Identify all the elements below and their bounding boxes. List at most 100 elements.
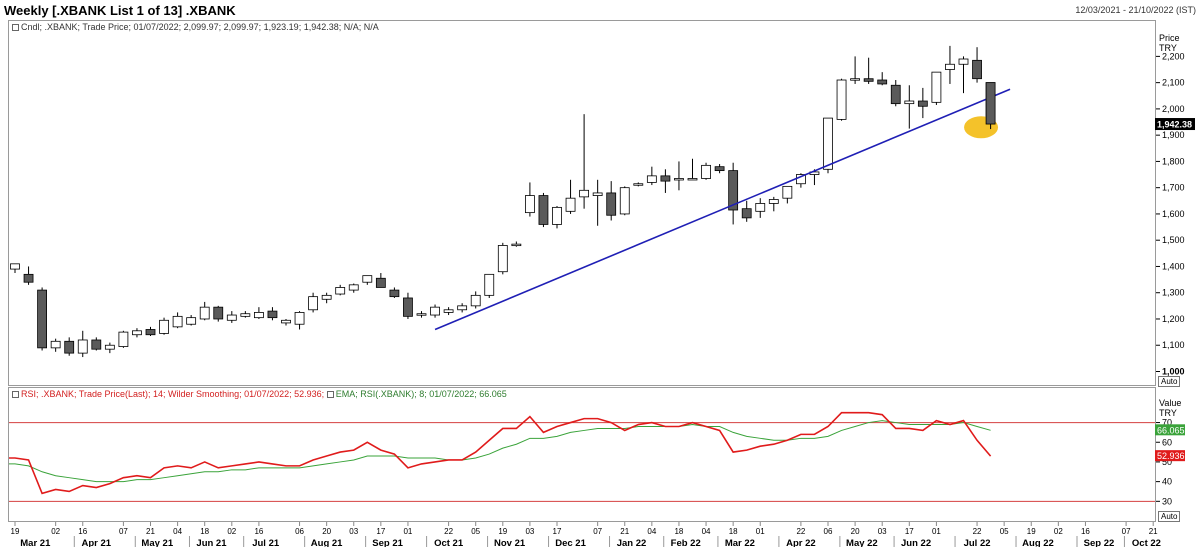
- x-week-label: 19: [1027, 527, 1036, 536]
- x-month-label: Aug 21: [311, 538, 343, 547]
- candle-body: [240, 313, 251, 317]
- x-month-label: Oct 22: [1132, 538, 1161, 547]
- x-month-label: Apr 21: [82, 538, 112, 547]
- x-month-label: Sep 21: [372, 538, 403, 547]
- candle-body: [741, 208, 752, 219]
- ema-legend-text: EMA; RSI(.XBANK); 8; 01/07/2022; 66.065: [335, 389, 507, 399]
- candle-body: [226, 314, 237, 321]
- candle-body: [525, 195, 535, 214]
- x-month-label: Nov 21: [494, 538, 526, 547]
- price-tick-label: 1,800: [1162, 156, 1185, 166]
- candle-body: [904, 100, 915, 105]
- x-month-label: Dec 21: [555, 538, 586, 547]
- x-month-label: Mar 22: [725, 538, 755, 547]
- candle-body: [701, 164, 711, 179]
- candle-body: [37, 289, 47, 349]
- candle-body: [77, 339, 88, 354]
- x-week-label: 02: [51, 527, 60, 536]
- rsi-axis-title: Value: [1159, 398, 1182, 408]
- price-axis[interactable]: [1156, 20, 1200, 386]
- candle-body: [687, 178, 698, 181]
- candle-body: [362, 275, 373, 283]
- x-week-label: 21: [1149, 527, 1158, 536]
- candle-body: [199, 306, 210, 320]
- candle-body: [470, 294, 481, 307]
- candle-body: [267, 310, 278, 319]
- candle-body: [945, 63, 955, 70]
- x-week-label: 01: [756, 527, 765, 536]
- legend-checkbox-icon[interactable]: [12, 24, 19, 32]
- candle-body: [877, 79, 888, 85]
- candle-body: [430, 306, 440, 316]
- rsi-auto-button[interactable]: Auto: [1158, 511, 1181, 522]
- legend-checkbox-icon[interactable]: [326, 391, 334, 399]
- price-auto-button[interactable]: Auto: [1158, 376, 1181, 387]
- price-tick-label: 1,000: [1162, 366, 1185, 376]
- candle-body: [104, 344, 115, 350]
- candle-body: [755, 203, 766, 212]
- x-week-label: 17: [905, 527, 914, 536]
- candle-body: [917, 100, 928, 107]
- x-week-label: 20: [851, 527, 860, 536]
- price-tick-label: 1,900: [1162, 130, 1185, 140]
- x-month-label: Jun 22: [901, 538, 931, 547]
- x-month-label: Mar 21: [20, 538, 51, 547]
- candle-body: [497, 245, 508, 273]
- candle-body: [728, 170, 739, 211]
- candle-body: [64, 340, 75, 354]
- chart-title: Weekly [.XBANK List 1 of 13] .XBANK: [4, 2, 236, 18]
- x-week-label: 18: [200, 527, 209, 536]
- candle-body: [782, 185, 793, 199]
- candle-body: [714, 166, 725, 172]
- candle-body: [375, 277, 386, 288]
- price-tick-label: 2,100: [1162, 78, 1185, 88]
- candle-body: [633, 183, 644, 186]
- candle-body: [281, 319, 291, 324]
- x-week-label: 18: [674, 527, 683, 536]
- x-week-label: 07: [593, 527, 602, 536]
- x-week-label: 05: [1000, 527, 1009, 536]
- x-week-label: 21: [620, 527, 629, 536]
- candle-body: [213, 306, 224, 320]
- candle-body: [985, 82, 996, 125]
- rsi-legend: RSI; .XBANK; Trade Price(Last); 14; Wild…: [12, 389, 507, 399]
- candle-body: [606, 192, 617, 216]
- candle-body: [863, 78, 874, 82]
- price-tick-label: 2,000: [1162, 104, 1185, 114]
- candle-body: [890, 84, 901, 105]
- x-month-label: Apr 22: [786, 538, 816, 547]
- candle-body: [335, 287, 346, 295]
- ema-line: [9, 420, 991, 483]
- x-week-label: 17: [553, 527, 562, 536]
- price-tick-label: 1,700: [1162, 183, 1185, 193]
- x-month-label: May 21: [141, 538, 173, 547]
- candle-body: [768, 199, 779, 204]
- candle-body: [511, 243, 522, 247]
- candle-body: [850, 78, 860, 81]
- price-panel[interactable]: [8, 20, 1156, 386]
- x-week-label: 07: [1122, 527, 1131, 536]
- x-week-label: 22: [444, 527, 453, 536]
- x-month-label: Oct 21: [434, 538, 464, 547]
- rsi-legend-text: RSI; .XBANK; Trade Price(Last); 14; Wild…: [21, 389, 325, 399]
- candle-body: [619, 187, 630, 215]
- x-week-label: 19: [498, 527, 507, 536]
- rsi-panel[interactable]: [8, 387, 1156, 522]
- rsi-value-tag: [1155, 450, 1185, 462]
- candle-body: [253, 312, 264, 319]
- x-week-label: 04: [647, 527, 656, 536]
- ema-value-label: 66.065: [1157, 425, 1185, 435]
- candle-body: [416, 313, 427, 316]
- rsi-tick-label: 30: [1162, 496, 1172, 506]
- x-week-label: 03: [525, 527, 534, 536]
- legend-checkbox-icon[interactable]: [12, 391, 19, 399]
- price-tick-label: 2,200: [1162, 51, 1185, 61]
- candle-body: [145, 329, 156, 336]
- candle-body: [457, 305, 468, 311]
- x-week-label: 06: [824, 527, 833, 536]
- candle-body: [592, 192, 603, 196]
- x-week-label: 07: [119, 527, 128, 536]
- x-week-label: 01: [932, 527, 941, 536]
- x-week-label: 19: [11, 527, 20, 536]
